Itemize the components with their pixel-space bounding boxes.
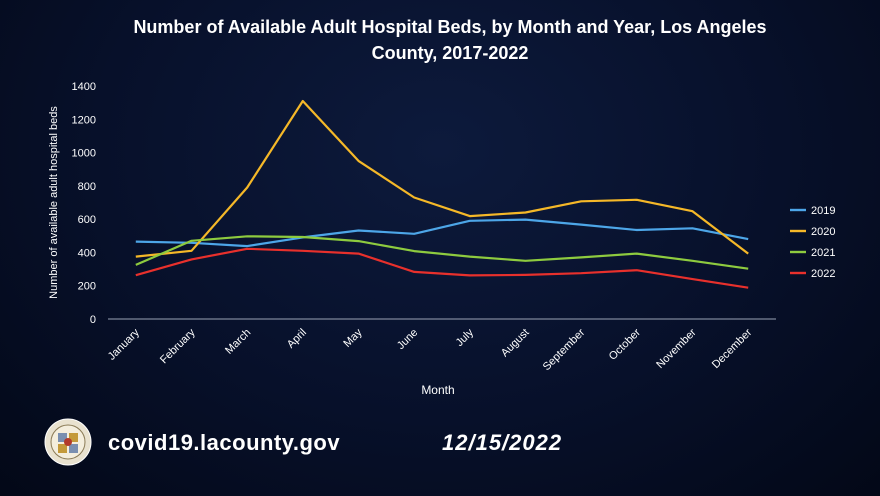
y-tick-label: 600	[78, 214, 96, 226]
x-tick-label: November	[654, 326, 699, 371]
y-tick-label: 1200	[72, 114, 96, 126]
county-seal-icon	[44, 418, 92, 466]
slide-date: 12/15/2022	[442, 430, 563, 455]
chart-axes: 0 200 400 600 800 1000 1200 1400 January February…	[48, 81, 776, 397]
chart-legend: 2019 2020 2021 2022	[790, 205, 835, 280]
y-tick-label: 400	[78, 247, 96, 259]
legend-label-2022: 2022	[811, 268, 835, 280]
y-tick-label: 200	[78, 281, 96, 293]
x-axis-title: Month	[421, 383, 454, 397]
x-tick-label: August	[499, 327, 532, 360]
x-tick-label: July	[454, 326, 477, 349]
x-tick-label: June	[395, 327, 420, 352]
website-url: covid19.lacounty.gov	[108, 430, 341, 455]
series-lines	[135, 99, 749, 289]
series-line-2019	[135, 218, 749, 248]
legend-label-2019: 2019	[811, 205, 835, 217]
y-axis-title: Number of available adult hospital beds	[48, 106, 60, 299]
x-tick-label: September	[541, 326, 588, 373]
x-tick-label: January	[106, 326, 143, 363]
x-tick-label: October	[607, 326, 643, 362]
x-tick-label: March	[223, 327, 253, 357]
series-line-2020	[135, 99, 749, 258]
legend-label-2020: 2020	[811, 226, 835, 238]
y-tick-label: 800	[78, 181, 96, 193]
legend-label-2021: 2021	[811, 247, 835, 259]
x-tick-label: May	[341, 326, 365, 350]
x-tick-label: February	[158, 326, 198, 366]
y-tick-label: 0	[90, 314, 96, 326]
x-tick-label: April	[285, 327, 309, 351]
series-line-2021	[135, 235, 749, 270]
y-tick-label: 1400	[72, 81, 96, 93]
chart-title: Number of Available Adult Hospital Beds,…	[133, 17, 767, 63]
series-line-2022	[135, 247, 749, 289]
x-tick-label: December	[710, 326, 755, 371]
y-tick-label: 1000	[72, 148, 96, 160]
